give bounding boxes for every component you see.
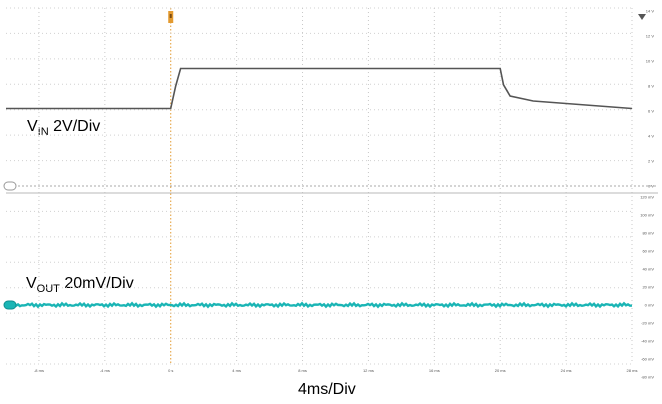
x-tick-label: 16 ms: [429, 368, 440, 373]
x-tick-label: 24 ms: [561, 368, 572, 373]
vin-ground-marker: [3, 181, 17, 191]
vout-channel-label: VOUT 20mV/Div: [26, 275, 134, 296]
x-tick-label: 28 ms: [627, 368, 638, 373]
vin-channel-label: VIN 2V/Div: [27, 118, 101, 139]
x-tick-label: 0 s: [168, 368, 173, 373]
vin-axis-tick-label: 2 V: [648, 159, 654, 164]
vin-trace: [6, 67, 633, 110]
x-tick-label: 8 ms: [298, 368, 307, 373]
vout-axis-tick-label: 120 mV: [640, 195, 654, 200]
vin-axis-tick-label: 14 V: [646, 9, 655, 14]
vout-ground-marker: [3, 300, 17, 310]
vin-axis-tick-label: 6 V: [648, 109, 654, 114]
vin-axis-tick-label: 12 V: [646, 34, 655, 39]
vout-axis-tick-label: 80 mV: [642, 231, 654, 236]
trigger-position-marker-center: [169, 14, 172, 18]
vin-axis-tick-label: 4 V: [648, 134, 654, 139]
x-tick-label: 20 ms: [495, 368, 506, 373]
vin-axis-tick-label: 8 V: [648, 84, 654, 89]
vout-axis-tick-label: 40 mV: [642, 267, 654, 272]
vout-axis-tick-label: 0 mV: [645, 303, 655, 308]
trigger-level-marker: [638, 14, 646, 20]
vin-axis-tick-label: 10 V: [646, 59, 655, 64]
x-tick-label: -8 ms: [34, 368, 44, 373]
vin-axis-tick-label: 0 V: [648, 184, 654, 189]
vout-axis-tick-label: 20 mV: [642, 285, 654, 290]
vout-axis-tick-label: 60 mV: [642, 249, 654, 254]
x-tick-label: -4 ms: [100, 368, 110, 373]
vout-axis-tick-label: -40 mV: [641, 339, 654, 344]
vout-axis-tick-label: -80 mV: [641, 375, 654, 380]
vout-axis-tick-label: -20 mV: [641, 321, 654, 326]
x-tick-label: 12 ms: [363, 368, 374, 373]
x-axis-label: 4ms/Div: [298, 381, 356, 398]
vout-trace: [5, 301, 633, 309]
x-tick-label: 4 ms: [232, 368, 241, 373]
vout-axis-tick-label: 100 mV: [640, 213, 654, 218]
vout-axis-tick-label: -60 mV: [641, 357, 654, 362]
